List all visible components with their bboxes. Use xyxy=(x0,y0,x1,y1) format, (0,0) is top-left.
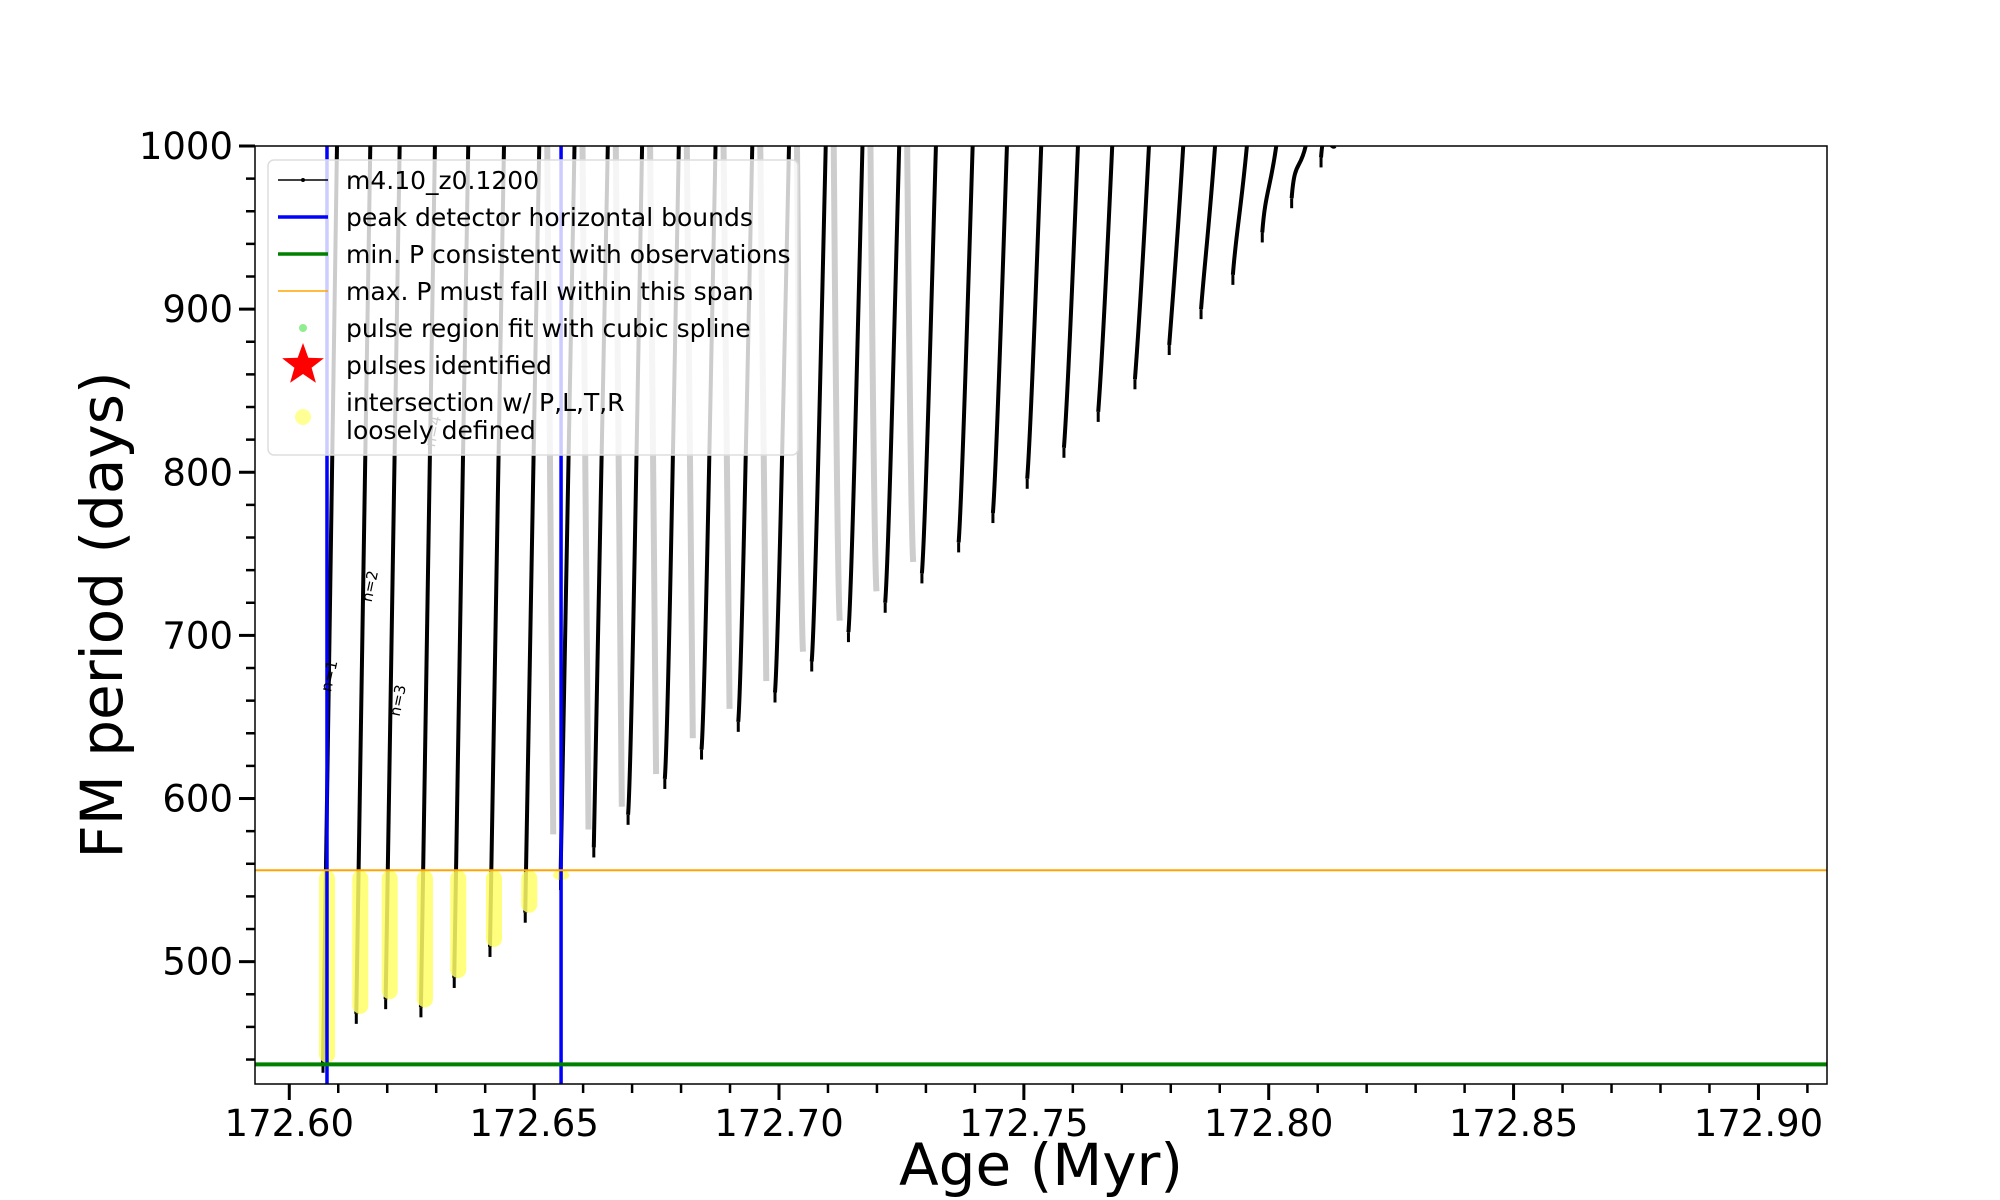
intersection-region xyxy=(416,870,433,1008)
axes: 172.60 172.65 172.70 172.75 172.80 172.85 172.… xyxy=(139,125,1828,1145)
x-tick-label: 172.70 xyxy=(714,1102,843,1145)
intersection-region xyxy=(521,870,538,913)
pulse-number-label: n=1 xyxy=(317,659,341,694)
legend-marker-dot xyxy=(299,324,307,332)
y-tick-label: 900 xyxy=(162,288,233,331)
pulse-track xyxy=(1260,146,1279,233)
pulse-track xyxy=(956,146,975,543)
legend-label-line2: loosely defined xyxy=(346,416,536,445)
y-tick-label: 600 xyxy=(162,778,233,821)
legend-label: max. P must fall within this span xyxy=(346,277,754,306)
intersection-region xyxy=(450,870,467,978)
legend-marker-star xyxy=(282,343,324,383)
x-tick-label: 172.80 xyxy=(1204,1102,1333,1145)
x-axis-title: Age (Myr) xyxy=(899,1131,1183,1199)
pulse-track-grey xyxy=(867,146,880,592)
x-tick-label: 172.60 xyxy=(225,1102,354,1145)
y-tick-label: 500 xyxy=(162,941,233,984)
pulse-track xyxy=(1025,146,1044,479)
pulse-track xyxy=(1096,146,1115,413)
legend-marker-dot xyxy=(301,178,305,182)
y-axis-title: FM period (days) xyxy=(68,371,136,858)
legend-label: pulses identified xyxy=(346,351,552,380)
x-tick-label: 172.90 xyxy=(1694,1102,1823,1145)
legend-label: m4.10_z0.1200 xyxy=(346,166,539,195)
pulse-track xyxy=(1289,146,1308,199)
legend-label: pulse region fit with cubic spline xyxy=(346,314,751,343)
legend-marker-circle xyxy=(295,409,311,425)
y-tick-label: 700 xyxy=(162,614,233,657)
pulse-track xyxy=(1230,146,1249,276)
legend-label: min. P consistent with observations xyxy=(346,240,791,269)
pulse-track xyxy=(1319,146,1337,158)
pulse-track-grey xyxy=(904,146,917,563)
plot-frame xyxy=(254,145,1828,1085)
pulse-track xyxy=(1199,146,1218,310)
pulse-track xyxy=(990,146,1009,514)
pulse-track xyxy=(1061,146,1080,448)
intersection-region xyxy=(352,870,369,1014)
intersection-region xyxy=(485,870,502,947)
pulse-track-grey xyxy=(830,146,843,621)
x-tick-label: 172.65 xyxy=(469,1102,598,1145)
legend-label: peak detector horizontal bounds xyxy=(346,203,753,232)
y-tick-label: 800 xyxy=(162,451,233,494)
x-tick-label: 172.85 xyxy=(1449,1102,1578,1145)
pulse-track xyxy=(919,146,938,574)
pulse-track xyxy=(883,146,902,603)
y-tick-label: 1000 xyxy=(139,125,233,168)
legend-box xyxy=(267,159,799,456)
legend-label: intersection w/ P,L,T,R xyxy=(346,388,625,417)
pulse-track xyxy=(1167,146,1186,346)
intersection-region xyxy=(381,870,398,1000)
pulse-track xyxy=(846,146,865,633)
pulse-track xyxy=(809,146,828,662)
x-tick-label: 172.75 xyxy=(959,1102,1088,1145)
pulse-track xyxy=(1132,146,1151,380)
